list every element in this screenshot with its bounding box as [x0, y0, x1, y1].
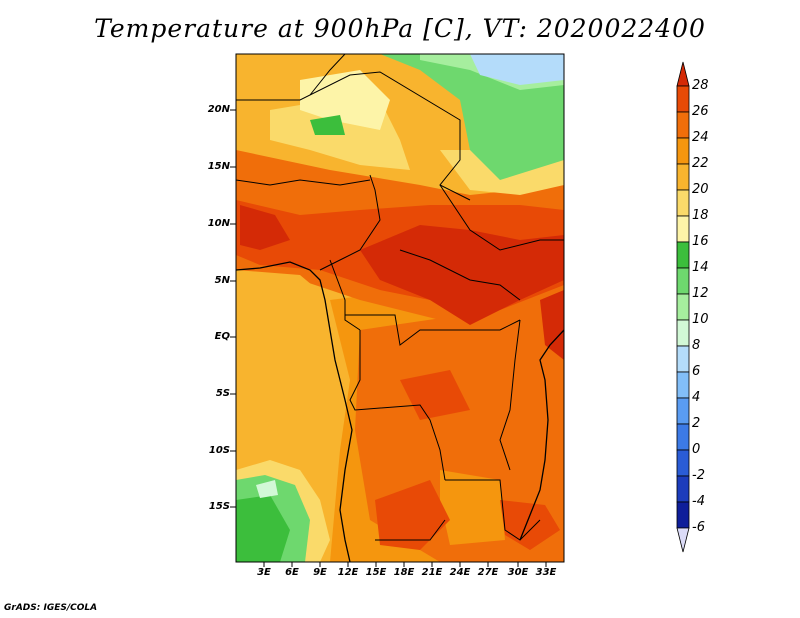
axis-ticks: [230, 109, 547, 567]
lon-label: 30E: [507, 567, 529, 578]
colorbar-label: 12: [692, 286, 709, 301]
colorbar-box: [676, 423, 690, 451]
lon-label: 18E: [393, 567, 415, 578]
colorbar-label: 24: [692, 130, 709, 145]
lat-label: 20N: [207, 104, 230, 115]
colorbar-label: 26: [692, 104, 709, 119]
colorbar-box: [676, 189, 690, 217]
colorbar-box: [676, 397, 690, 425]
colorbar-box: [676, 267, 690, 295]
colorbar-label: 10: [692, 312, 709, 327]
colorbar-box: [676, 501, 690, 529]
colorbar-label: 16: [692, 234, 709, 249]
lat-label: 5N: [214, 275, 230, 286]
colorbar-label: 28: [692, 78, 709, 93]
colorbar-box: [676, 475, 690, 503]
lon-label: 9E: [313, 567, 327, 578]
colorbar: [676, 61, 690, 553]
lon-label: 6E: [285, 567, 299, 578]
lat-label: 5S: [215, 388, 230, 399]
colorbar-label: 18: [692, 208, 709, 223]
lon-label: 12E: [337, 567, 359, 578]
colorbar-box: [676, 137, 690, 165]
colorbar-label: 22: [692, 156, 709, 171]
lon-label: 24E: [449, 567, 471, 578]
colorbar-under-triangle: [676, 527, 690, 553]
lon-label: 3E: [257, 567, 271, 578]
lon-label: 15E: [365, 567, 387, 578]
colorbar-box: [676, 449, 690, 477]
map-title: Temperature at 900hPa [C], VT: 202002240…: [94, 14, 706, 43]
lon-label: 27E: [477, 567, 499, 578]
colorbar-box: [676, 215, 690, 243]
colorbar-label: 4: [692, 390, 701, 405]
colorbar-label: 8: [692, 338, 701, 353]
lat-label: EQ: [214, 331, 230, 342]
lon-label: 33E: [535, 567, 557, 578]
credit-text: GrADS: IGES/COLA: [4, 603, 98, 613]
colorbar-box: [676, 345, 690, 373]
country-borders: [236, 54, 564, 541]
colorbar-label: -6: [692, 520, 705, 535]
lat-label: 10S: [208, 445, 230, 456]
colorbar-label: 0: [692, 442, 701, 457]
temperature-field: [236, 54, 564, 562]
colorbar-label: 14: [692, 260, 709, 275]
colorbar-box: [676, 371, 690, 399]
colorbar-over-triangle: [676, 61, 690, 87]
colorbar-label: 2: [692, 416, 701, 431]
coastline: [236, 261, 564, 562]
lat-label: 15N: [207, 161, 230, 172]
colorbar-label: 6: [692, 364, 701, 379]
colorbar-box: [676, 319, 690, 347]
lon-label: 21E: [421, 567, 443, 578]
colorbar-box: [676, 241, 690, 269]
map-frame: [235, 53, 565, 563]
colorbar-box: [676, 293, 690, 321]
lat-label: 10N: [207, 218, 230, 229]
lat-label: 15S: [208, 501, 230, 512]
colorbar-box: [676, 85, 690, 113]
colorbar-label: -2: [692, 468, 705, 483]
colorbar-box: [676, 111, 690, 139]
colorbar-box: [676, 163, 690, 191]
colorbar-label: 20: [692, 182, 709, 197]
colorbar-label: -4: [692, 494, 705, 509]
